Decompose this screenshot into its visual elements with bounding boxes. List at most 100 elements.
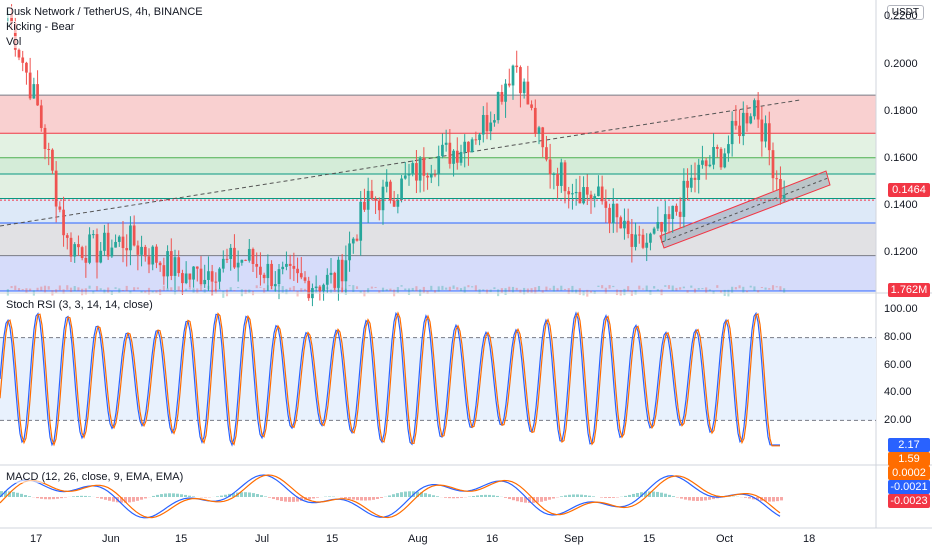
macd-histogram-bar (416, 491, 419, 497)
volume-bar (389, 288, 392, 292)
volume-bar (326, 287, 329, 290)
macd-histogram-bar (404, 491, 407, 497)
macd-histogram-bar (712, 497, 715, 500)
volume-bar (549, 288, 552, 290)
volume-bar (656, 289, 659, 292)
volume-bar (196, 288, 199, 294)
volume-bar (144, 290, 147, 294)
candle-body (571, 193, 574, 195)
candle-body (99, 250, 103, 263)
macd-histogram-bar (192, 496, 195, 497)
candle-body (779, 179, 782, 199)
macd-histogram-bar (380, 497, 383, 498)
candle-body (229, 247, 233, 259)
macd-histogram-bar (584, 495, 587, 497)
candle-body (236, 262, 240, 268)
macd-histogram-bar (400, 492, 403, 497)
volume-bar (341, 287, 344, 294)
volume-bar (430, 285, 433, 291)
candle-body (753, 100, 756, 117)
volume-bar (318, 289, 321, 294)
volume-bar (214, 288, 217, 294)
macd-histogram-bar (508, 497, 511, 500)
macd-histogram-bar (428, 494, 431, 497)
candle-body (173, 257, 177, 276)
time-label: 15 (175, 533, 188, 545)
volume-bar (433, 290, 437, 293)
candle-body (385, 181, 389, 187)
volume-bar (289, 287, 292, 291)
volume-bar (474, 285, 477, 291)
volume-bar (103, 289, 106, 294)
candle-body (489, 122, 493, 132)
currency-button[interactable]: USDT (886, 5, 924, 20)
volume-bar (471, 286, 474, 288)
volume-bar (237, 287, 240, 289)
volume-bar (745, 290, 749, 293)
candle-body (641, 234, 645, 248)
candle-body (389, 181, 392, 201)
macd-histogram-bar (580, 494, 583, 497)
macd-histogram-bar (768, 497, 771, 502)
macd-histogram-bar (248, 492, 251, 497)
volume-bar (690, 285, 693, 288)
candle-body (147, 256, 151, 265)
candle-body (117, 236, 121, 242)
volume-bar (296, 290, 299, 297)
volume-bar (229, 287, 232, 291)
volume-bar (263, 287, 266, 294)
candle-body (719, 148, 723, 168)
volume-bar (645, 285, 648, 292)
volume-bar (173, 290, 177, 295)
macd-histogram-bar (184, 494, 187, 497)
volume-bar (738, 285, 741, 289)
volume-bar (170, 287, 173, 291)
candle-body (259, 266, 262, 275)
volume-bar (147, 287, 151, 295)
candle-body (782, 195, 786, 199)
candle-body (325, 274, 329, 285)
candle-body (69, 237, 73, 257)
macd-histogram-bar (700, 497, 703, 501)
candle-body (727, 144, 730, 154)
volume-bar (385, 289, 388, 291)
macd-histogram-bar (48, 497, 51, 500)
candle-body (767, 123, 771, 151)
candle-body (340, 259, 344, 282)
time-label: Aug (408, 533, 428, 545)
macd-histogram-bar (448, 497, 451, 499)
macd-histogram-bar (344, 497, 347, 499)
candle-body (285, 263, 288, 267)
macd-histogram-bar (16, 492, 19, 497)
volume-bar (367, 288, 370, 293)
macd-histogram-bar (220, 495, 223, 497)
macd-histogram-bar (224, 494, 227, 497)
candle-body (411, 163, 415, 174)
macd-histogram-bar (420, 492, 423, 497)
volume-bar (151, 290, 154, 293)
candle-body (567, 191, 571, 195)
stoch-k-tag: 2.17 (888, 438, 930, 452)
volume-bar (779, 286, 782, 291)
volume-bar (378, 290, 381, 294)
volume-bar (248, 289, 251, 294)
time-label: 17 (30, 533, 43, 545)
candle-body (10, 13, 13, 24)
volume-bar (753, 286, 756, 292)
candle-body (181, 273, 184, 284)
volume-bar (129, 290, 132, 294)
rsi-tick: 100.00 (884, 303, 918, 315)
macd-histogram-bar (108, 497, 111, 501)
volume-bar (541, 290, 544, 293)
candle-body (426, 175, 429, 178)
macd-histogram-bar (604, 497, 607, 498)
volume-bar (140, 290, 143, 294)
macd-histogram-bar (560, 496, 563, 497)
candle-body (84, 257, 88, 263)
candle-body (522, 81, 526, 94)
volume-bar (589, 290, 593, 293)
volume-value-tag: 1.762M (888, 283, 930, 297)
volume-bar (731, 286, 734, 293)
